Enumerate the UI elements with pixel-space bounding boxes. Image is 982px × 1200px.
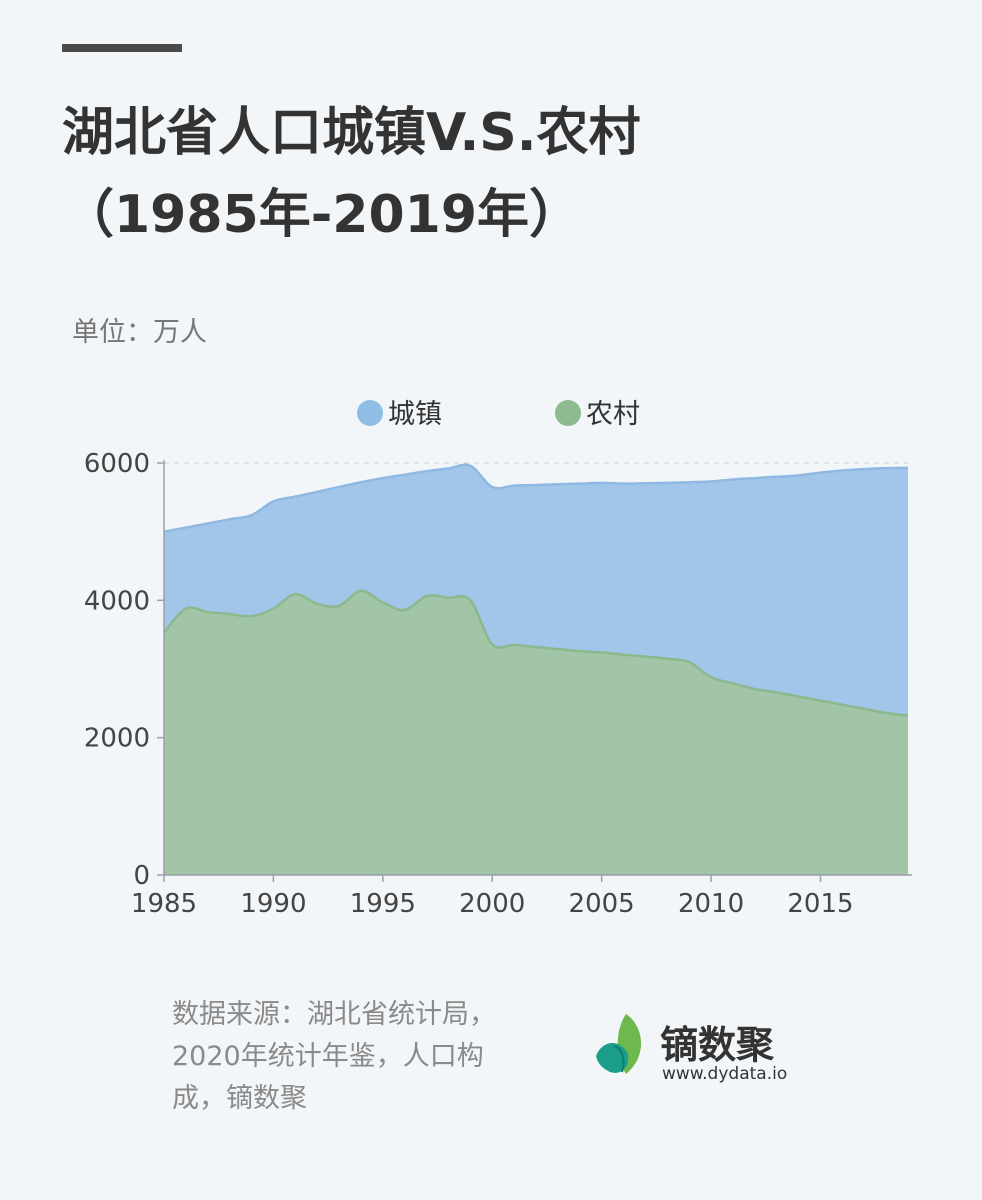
legend-label-urban: 城镇 — [388, 399, 442, 430]
area-chart: 城镇 农村 0 2000 4000 6000 1985 1990 1995 2000 2005 20… — [84, 399, 912, 919]
area-series — [163, 463, 909, 875]
legend-marker-urban — [357, 400, 383, 426]
x-tick-label-2000: 2000 — [459, 889, 525, 919]
y-tick-label-0: 0 — [133, 861, 150, 891]
brand-url: www.dydata.io — [662, 1064, 788, 1084]
leaf-logo-icon — [596, 1014, 642, 1074]
data-source: 数据来源：湖北省统计局，2020年统计年鉴，人口构成，镝数聚 — [172, 999, 496, 1114]
area-rural — [164, 590, 908, 875]
y-tick-label-4000: 4000 — [84, 586, 150, 616]
x-tick-label-1995: 1995 — [350, 889, 416, 919]
line-urban — [163, 463, 909, 533]
chart-title-line2: （1985年-2019年） — [62, 185, 582, 245]
axes: 0 2000 4000 6000 1985 1990 1995 2000 2005 2010 201… — [84, 449, 912, 919]
legend: 城镇 农村 — [357, 399, 640, 430]
x-tick-label-2010: 2010 — [678, 889, 744, 919]
unit-label: 单位：万人 — [72, 317, 207, 348]
x-tick-label-1990: 1990 — [240, 889, 306, 919]
line-rural — [163, 589, 909, 717]
chart-title: 湖北省人口城镇V.S.农村 （1985年-2019年） — [62, 92, 641, 256]
chart-title-line1: 湖北省人口城镇V.S.农村 — [62, 103, 641, 163]
x-tick-label-2015: 2015 — [787, 889, 853, 919]
brand-name: 镝数聚 — [660, 1023, 775, 1067]
x-tick-label-2005: 2005 — [569, 889, 635, 919]
legend-label-rural: 农村 — [586, 399, 640, 430]
brand-logo: 镝数聚 www.dydata.io — [592, 1012, 832, 1092]
y-tick-label-6000: 6000 — [84, 449, 150, 479]
top-accent-bar — [62, 44, 182, 52]
y-tick-label-2000: 2000 — [84, 724, 150, 754]
legend-marker-rural — [555, 400, 581, 426]
x-tick-label-1985: 1985 — [131, 889, 197, 919]
